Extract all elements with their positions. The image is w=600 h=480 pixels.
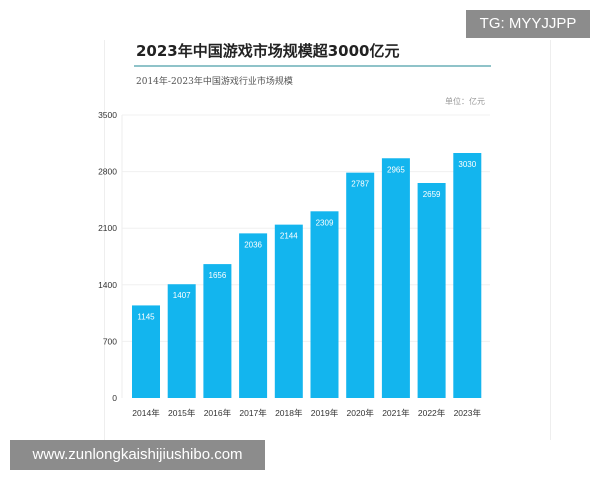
frame-right-line [550, 40, 551, 440]
unit-label: 单位：亿元 [445, 97, 485, 106]
x-tick-label: 2014年 [132, 408, 160, 418]
y-tick-label: 700 [103, 336, 117, 346]
bar-2014年 [132, 305, 160, 398]
x-tick-label: 2021年 [382, 408, 410, 418]
bar-2015年 [167, 284, 196, 398]
bar-2021年 [381, 158, 410, 398]
chart-subtitle: 2014年-2023年中国游戏行业市场规模 [136, 77, 293, 87]
y-tick-label: 2100 [98, 223, 117, 233]
bar-2019年 [310, 211, 339, 398]
data-label: 3030 [458, 160, 476, 169]
data-label: 2144 [280, 232, 298, 241]
x-tick-label: 2019年 [311, 408, 339, 418]
tg-watermark: TG: MYYJJPP [466, 10, 590, 38]
bar-2022年 [417, 183, 446, 398]
data-label: 1407 [173, 291, 191, 300]
y-tick-label: 0 [112, 393, 117, 403]
x-tick-label: 2022年 [418, 408, 446, 418]
chart-title: 2023年中国游戏市场规模超3000亿元 [136, 42, 400, 60]
data-label: 1145 [137, 312, 155, 321]
data-label: 1656 [209, 271, 227, 280]
y-tick-label: 3500 [98, 110, 117, 120]
title-underline [134, 65, 491, 67]
y-tick-label: 2800 [98, 167, 117, 177]
bar-2020年 [346, 172, 375, 398]
frame-left-line [104, 40, 105, 440]
bar-2016年 [203, 264, 232, 398]
y-tick-label: 1400 [98, 280, 117, 290]
x-tick-label: 2023年 [454, 408, 482, 418]
data-label: 2787 [351, 180, 369, 189]
bar-2017年 [239, 233, 268, 398]
bar-2023年 [453, 153, 482, 398]
site-watermark: www.zunlongkaishijiushibo.com [10, 440, 265, 470]
x-tick-label: 2018年 [275, 408, 303, 418]
x-tick-label: 2020年 [346, 408, 374, 418]
x-tick-label: 2016年 [204, 408, 232, 418]
data-label: 2965 [387, 165, 405, 174]
data-label: 2036 [244, 240, 262, 249]
data-label: 2659 [423, 190, 441, 199]
bar-2018年 [274, 224, 303, 398]
data-label: 2309 [316, 218, 334, 227]
x-tick-label: 2015年 [168, 408, 196, 418]
x-tick-label: 2017年 [239, 408, 267, 418]
